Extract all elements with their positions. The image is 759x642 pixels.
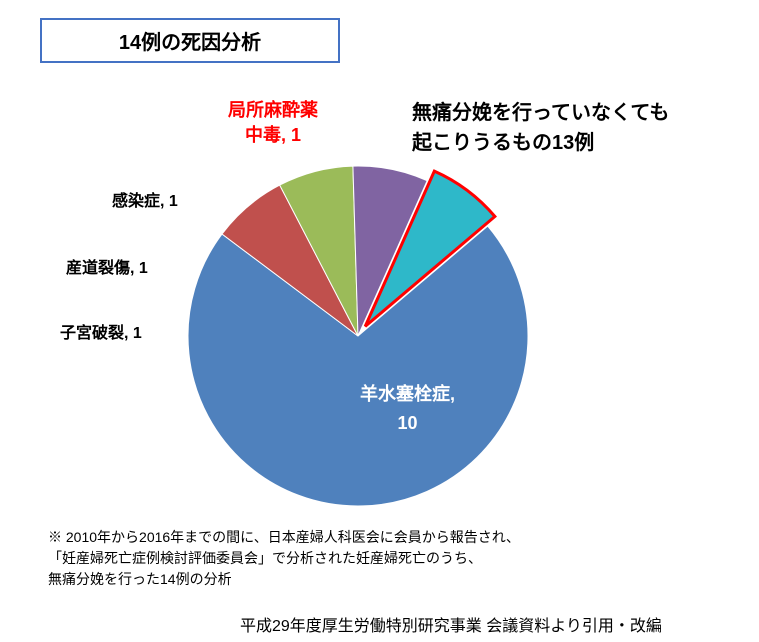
slice-label: 感染症, 1 — [112, 187, 178, 211]
big-slice-label: 羊水塞栓症, 10 — [360, 380, 455, 438]
footnote-line3: 無痛分娩を行った14例の分析 — [48, 569, 520, 590]
highlight-label-line2: 中毒, 1 — [228, 123, 318, 148]
big-slice-label-line1: 羊水塞栓症, — [360, 380, 455, 409]
highlight-label-line1: 局所麻酔薬 — [228, 98, 318, 123]
footnote: ※ 2010年から2016年までの間に、日本産婦人科医会に会員から報告され、 「… — [48, 527, 520, 590]
footnote-line2: 「妊産婦死亡症例検討評価委員会」で分析された妊産婦死亡のうち、 — [48, 548, 520, 569]
slice-label: 子宮破裂, 1 — [60, 319, 142, 343]
footnote-line1: ※ 2010年から2016年までの間に、日本産婦人科医会に会員から報告され、 — [48, 527, 520, 548]
highlight-label: 局所麻酔薬 中毒, 1 — [228, 98, 318, 148]
pie-chart — [158, 136, 558, 536]
source-text: 平成29年度厚生労働特別研究事業 会議資料より引用・改編 — [240, 612, 662, 636]
title-box: 14例の死因分析 — [40, 18, 340, 63]
annotation-line1: 無痛分娩を行っていなくても — [412, 98, 669, 128]
title-text: 14例の死因分析 — [119, 32, 261, 54]
slice-label: 産道裂傷, 1 — [66, 254, 148, 278]
big-slice-label-line2: 10 — [360, 409, 455, 438]
